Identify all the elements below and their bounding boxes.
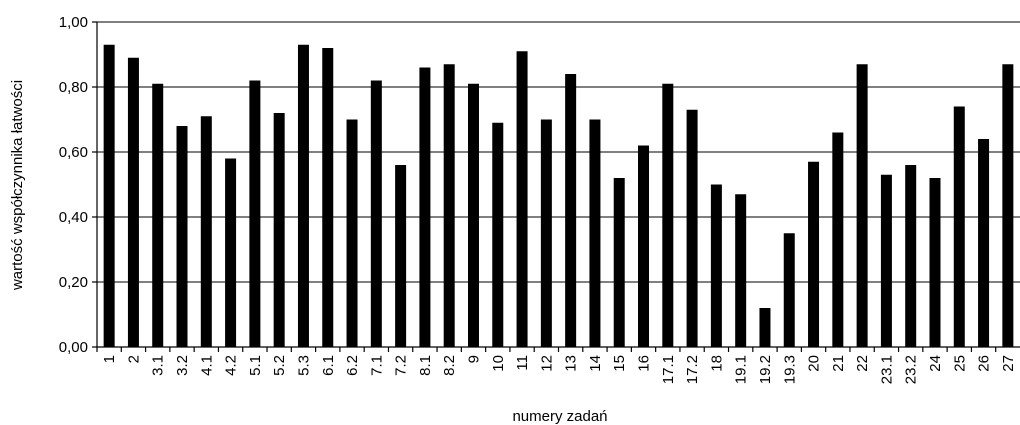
x-tick-label: 25 (951, 355, 968, 372)
x-tick-label: 19.2 (757, 355, 774, 384)
x-tick-label: 2 (125, 355, 142, 363)
x-tick-label: 4.1 (198, 355, 215, 376)
bar-1 (103, 44, 115, 347)
bar-24 (929, 178, 941, 347)
bar-23.1 (880, 174, 892, 347)
bar-2 (127, 57, 139, 347)
bar-13 (565, 74, 577, 347)
x-tick-label: 16 (636, 355, 653, 372)
x-tick-label: 7.2 (393, 355, 410, 376)
bar-27 (1002, 64, 1014, 347)
x-tick-label: 5.2 (271, 355, 288, 376)
bar-7.2 (395, 165, 407, 347)
bar-25 (953, 106, 965, 347)
x-tick-label: 26 (976, 355, 993, 372)
x-tick-label: 9 (465, 355, 482, 363)
x-tick-labels: 1 2 3.1 3.2 4.1 4.2 5.1 5.2 5.3 6.1 6.2 7.1 7.2 8.1 8.… (101, 355, 1017, 384)
bar-15 (613, 178, 625, 347)
x-tick-label: 8.2 (441, 355, 458, 376)
bar-19.3 (783, 233, 795, 347)
x-tick-label: 5.3 (295, 355, 312, 376)
bar-23.2 (905, 165, 917, 347)
y-tick-label: 0,00 (59, 339, 88, 356)
x-tick-label: 23.1 (878, 355, 895, 384)
bar-21 (832, 132, 844, 347)
y-tick-label: 0,20 (59, 274, 88, 291)
x-axis-title: numery zadań (512, 408, 607, 425)
x-tick-label: 23.2 (903, 355, 920, 384)
y-tick-label: 0,80 (59, 79, 88, 96)
bars (103, 44, 1014, 347)
y-tick-label: 0,60 (59, 144, 88, 161)
x-tick-label: 3.1 (150, 355, 167, 376)
x-tick-label: 19.1 (733, 355, 750, 384)
bar-3.1 (152, 83, 164, 347)
x-tick-label: 15 (611, 355, 628, 372)
x-tick-label: 19.3 (781, 355, 798, 384)
bar-7.1 (370, 80, 382, 347)
bar-5.1 (249, 80, 261, 347)
x-tick-label: 13 (563, 355, 580, 372)
bar-6.2 (346, 119, 358, 347)
x-tick-label: 10 (490, 355, 507, 372)
x-tick-label: 4.2 (223, 355, 240, 376)
bar-26 (978, 139, 990, 347)
x-tick-label: 8.1 (417, 355, 434, 376)
bar-14 (589, 119, 601, 347)
bar-17.1 (662, 83, 674, 347)
y-tick-label: 0,40 (59, 209, 88, 226)
x-tick-label: 5.1 (247, 355, 264, 376)
x-tick-label: 18 (708, 355, 725, 372)
x-tick-label: 17.2 (684, 355, 701, 384)
bar-6.1 (322, 48, 334, 347)
bar-17.2 (686, 109, 698, 347)
bar-12 (540, 119, 552, 347)
bar-11 (516, 51, 528, 347)
bar-20 (808, 161, 820, 347)
x-tick-label: 17.1 (660, 355, 677, 384)
x-tick-label: 6.2 (344, 355, 361, 376)
x-tick-label: 7.1 (368, 355, 385, 376)
x-tick-label: 6.1 (320, 355, 337, 376)
bar-22 (856, 64, 868, 347)
bar-10 (492, 122, 504, 347)
bar-5.2 (273, 113, 285, 347)
x-tick-label: 1 (101, 355, 118, 363)
bar-16 (638, 145, 650, 347)
x-tick-label: 14 (587, 355, 604, 372)
axes (92, 21, 1020, 352)
y-tick-labels: 0,00 0,20 0,40 0,60 0,80 1,00 (59, 14, 88, 356)
bar-19.2 (759, 308, 771, 347)
x-tick-label: 21 (830, 355, 847, 372)
bar-5.3 (297, 44, 309, 347)
x-tick-label: 3.2 (174, 355, 191, 376)
x-tick-label: 22 (854, 355, 871, 372)
y-axis-title: wartość współczynnika łatwości (9, 80, 26, 291)
bar-8.1 (419, 67, 431, 347)
bar-4.1 (200, 116, 212, 347)
y-tick-label: 1,00 (59, 14, 88, 31)
x-tick-label: 20 (806, 355, 823, 372)
bar-18 (710, 184, 722, 347)
x-tick-label: 24 (927, 355, 944, 372)
bar-3.2 (176, 126, 188, 347)
bar-19.1 (735, 194, 747, 347)
bar-9 (467, 83, 479, 347)
x-tick-label: 12 (538, 355, 555, 372)
bar-8.2 (443, 64, 455, 347)
x-tick-label: 27 (1000, 355, 1017, 372)
x-tick-label: 11 (514, 355, 531, 371)
bar-4.2 (225, 158, 237, 347)
